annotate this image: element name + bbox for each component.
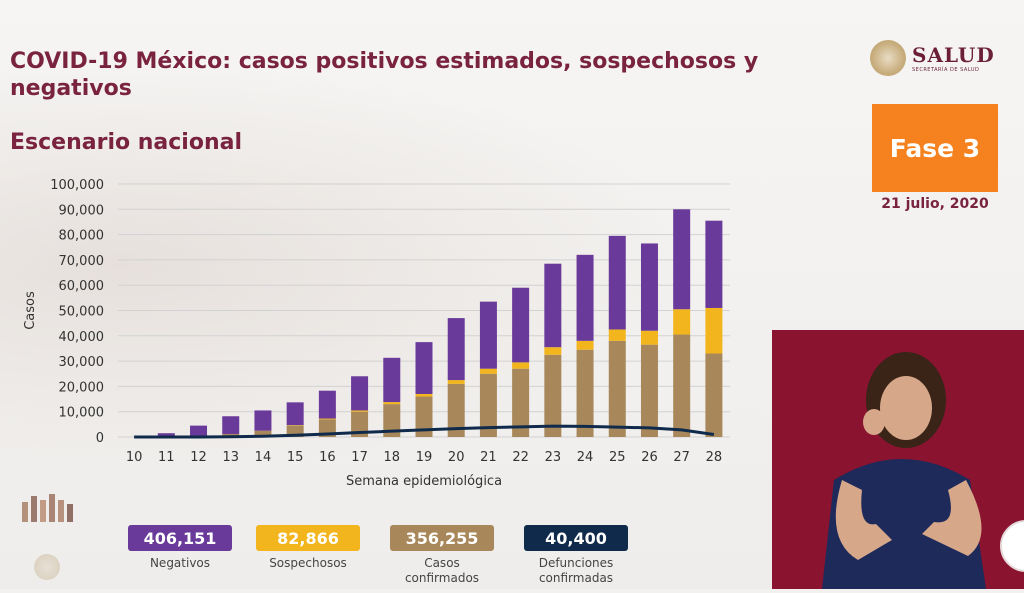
salud-logo: SALUD SECRETARÍA DE SALUD <box>870 36 1010 80</box>
bar-segment <box>383 402 400 404</box>
y-tick-label: 20,000 <box>59 380 105 395</box>
legend-label-defunciones: Defunciones confirmadas <box>524 556 628 586</box>
y-tick-label: 50,000 <box>59 305 105 320</box>
legend-defunciones: 40,400 Defunciones confirmadas <box>524 525 628 586</box>
bar-segment <box>287 402 304 425</box>
page-title: COVID-19 México: casos positivos estimad… <box>10 48 830 102</box>
footer-seal-icon <box>34 554 60 580</box>
x-tick-label: 18 <box>384 450 401 465</box>
bar-segment <box>416 394 433 397</box>
y-axis-label: Casos <box>23 291 38 330</box>
y-tick-label: 80,000 <box>59 229 105 244</box>
bar-segment <box>190 426 207 436</box>
bar-segment <box>448 380 465 384</box>
x-tick-label: 22 <box>512 450 529 465</box>
bar-segment <box>641 331 658 345</box>
legend-negativos: 406,151 Negativos <box>128 525 232 571</box>
bar-segment <box>480 302 497 369</box>
bar-segment <box>383 358 400 402</box>
bar-segment <box>319 391 336 419</box>
bar-segment <box>609 329 626 340</box>
bar-segment <box>673 309 690 334</box>
x-tick-label: 21 <box>480 450 497 465</box>
legend-value-negativos: 406,151 <box>128 525 232 551</box>
y-tick-label: 0 <box>96 431 104 446</box>
bar-segment <box>222 416 239 434</box>
y-tick-label: 90,000 <box>59 203 105 218</box>
bar-segment <box>448 318 465 380</box>
x-tick-label: 23 <box>545 450 562 465</box>
x-tick-label: 13 <box>222 450 239 465</box>
y-tick-label: 60,000 <box>59 279 105 294</box>
bar-segment <box>544 264 561 347</box>
x-tick-label: 27 <box>673 450 690 465</box>
x-tick-label: 24 <box>577 450 594 465</box>
bar-segment <box>512 288 529 363</box>
y-tick-label: 100,000 <box>50 178 104 193</box>
bar-segment <box>480 369 497 374</box>
x-tick-label: 17 <box>351 450 368 465</box>
phase-badge: Fase 3 <box>872 104 998 192</box>
bar-segment <box>416 342 433 394</box>
legend-value-confirmados: 356,255 <box>390 525 494 551</box>
y-tick-label: 40,000 <box>59 330 105 345</box>
x-tick-label: 19 <box>416 450 433 465</box>
bar-segment <box>673 335 690 437</box>
decorative-figures-icon <box>18 488 78 524</box>
bar-segment <box>577 350 594 437</box>
legend-label-negativos: Negativos <box>128 556 232 571</box>
x-tick-label: 26 <box>641 450 658 465</box>
page-subtitle: Escenario nacional <box>10 130 242 155</box>
bar-segment <box>641 243 658 330</box>
legend-label-sospechosos: Sospechosos <box>256 556 360 571</box>
bar-segment <box>609 341 626 437</box>
bar-segment <box>577 341 594 350</box>
bar-segment <box>705 354 722 437</box>
government-seal-icon <box>870 40 906 76</box>
bar-segment <box>512 362 529 368</box>
bar-segment <box>351 410 368 411</box>
bar-segment <box>254 410 271 430</box>
x-tick-label: 11 <box>158 450 175 465</box>
x-tick-label: 16 <box>319 450 336 465</box>
y-tick-label: 70,000 <box>59 254 105 269</box>
x-tick-label: 28 <box>706 450 723 465</box>
legend-value-sospechosos: 82,866 <box>256 525 360 551</box>
x-tick-label: 10 <box>126 450 143 465</box>
legend-confirmados: 356,255 Casos confirmados <box>390 525 494 586</box>
bar-segment <box>544 347 561 355</box>
logo-subtext: SECRETARÍA DE SALUD <box>912 67 995 73</box>
legend-sospechosos: 82,866 Sospechosos <box>256 525 360 571</box>
x-tick-label: 12 <box>190 450 207 465</box>
bar-segment <box>319 419 336 420</box>
bar-segment <box>577 255 594 341</box>
report-date: 21 julio, 2020 <box>862 196 1008 212</box>
x-tick-label: 25 <box>609 450 626 465</box>
y-tick-label: 10,000 <box>59 406 105 421</box>
x-tick-label: 14 <box>255 450 272 465</box>
bar-segment <box>287 425 304 426</box>
interpreter-figure-icon <box>772 330 1024 589</box>
bar-segment <box>705 308 722 354</box>
bar-segment <box>351 376 368 410</box>
stacked-bar-chart: 0 10,000 20,000 30,000 40,000 50,000 60,000 70,… <box>0 160 760 500</box>
legend-value-defunciones: 40,400 <box>524 525 628 551</box>
bar-segment <box>705 221 722 308</box>
legend-label-confirmados: Casos confirmados <box>390 556 494 586</box>
x-tick-label: 15 <box>287 450 304 465</box>
sign-language-interpreter-video <box>772 330 1024 589</box>
x-tick-label: 20 <box>448 450 465 465</box>
bar-segment <box>609 236 626 330</box>
logo-text: SALUD <box>912 43 995 67</box>
y-tick-label: 30,000 <box>59 355 105 370</box>
bar-segment <box>641 345 658 437</box>
x-axis-label: Semana epidemiológica <box>346 474 502 489</box>
bar-segment <box>673 209 690 309</box>
